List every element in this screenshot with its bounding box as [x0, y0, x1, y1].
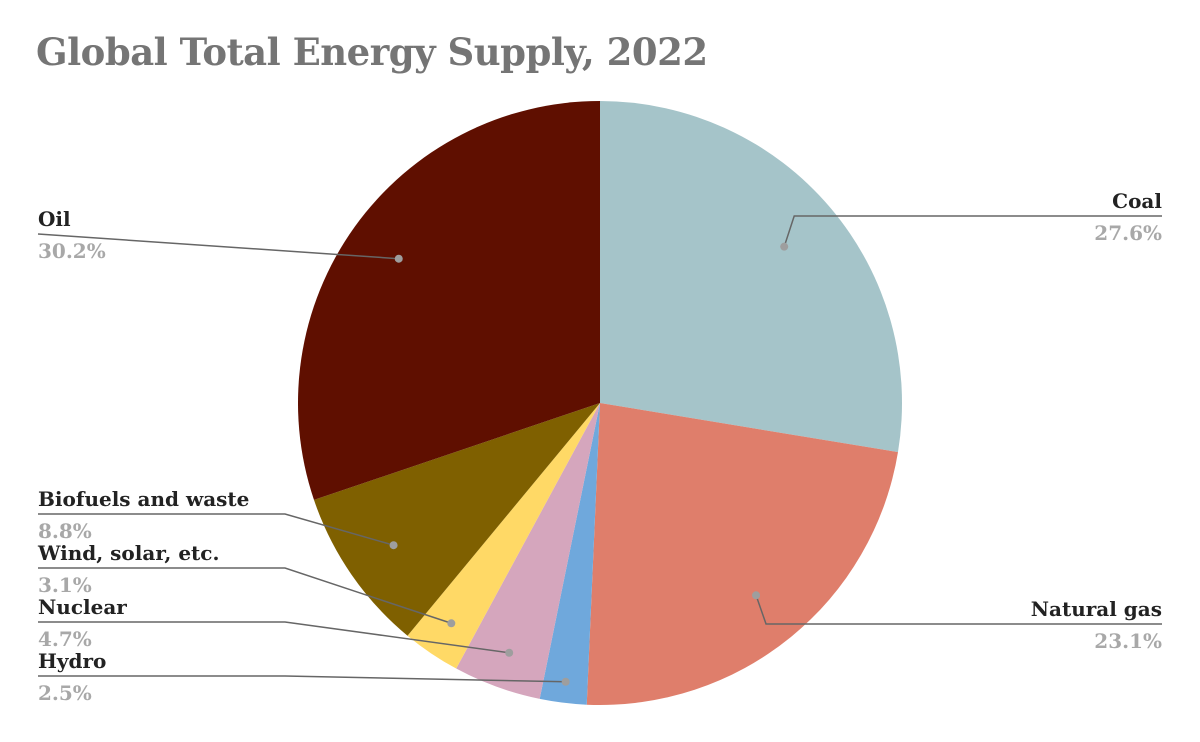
slice-percent-natural-gas: 23.1%	[1094, 629, 1162, 653]
chart-title: Global Total Energy Supply, 2022	[36, 30, 708, 74]
leader-dot-wind-solar-etc	[447, 619, 456, 628]
pie-slice-biofuels-and-waste	[313, 403, 600, 636]
slice-percent-hydro: 2.5%	[38, 681, 92, 705]
pie-slice-hydro	[539, 403, 600, 705]
slice-label-oil: Oil	[38, 207, 71, 231]
leader-lines	[37, 215, 1162, 686]
slice-label-biofuels-and-waste: Biofuels and waste	[38, 487, 249, 511]
slice-percent-wind-solar-etc: 3.1%	[38, 573, 92, 597]
slice-label-natural-gas: Natural gas	[1031, 597, 1162, 621]
slice-label-hydro: Hydro	[38, 649, 106, 673]
slice-percent-oil: 30.2%	[38, 239, 106, 263]
slice-label-wind-solar-etc: Wind, solar, etc.	[37, 541, 219, 565]
slice-labels: Coal 27.6% Natural gas 23.1% Hydro 2.5% Nuclea…	[37, 189, 1162, 705]
leader-line-wind-solar-etc	[38, 567, 452, 624]
pie-slice-oil	[297, 101, 600, 500]
leader-dot-natural-gas	[752, 591, 761, 600]
leader-line-biofuels-and-waste	[38, 513, 394, 546]
leader-line-natural-gas	[755, 595, 1162, 625]
slice-percent-biofuels-and-waste: 8.8%	[38, 519, 92, 543]
slice-label-nuclear: Nuclear	[38, 595, 127, 619]
leader-line-hydro	[38, 675, 566, 683]
pie-slice-coal	[600, 101, 902, 453]
pie-slice-natural-gas	[586, 403, 898, 705]
leader-dot-biofuels-and-waste	[389, 541, 398, 550]
leader-line-oil	[37, 233, 399, 260]
leader-dot-oil	[394, 254, 403, 263]
leader-dot-nuclear	[505, 648, 514, 657]
slice-label-coal: Coal	[1112, 189, 1162, 213]
slice-percent-coal: 27.6%	[1094, 221, 1162, 245]
leader-line-nuclear	[38, 621, 510, 654]
leader-line-coal	[783, 215, 1162, 247]
leader-dot-hydro	[561, 677, 570, 686]
pie-slice-nuclear	[456, 403, 600, 699]
pie-slices	[297, 101, 902, 705]
pie-slice-wind-solar-etc	[407, 403, 600, 669]
slice-percent-nuclear: 4.7%	[38, 627, 92, 651]
leader-dot-coal	[780, 242, 789, 251]
